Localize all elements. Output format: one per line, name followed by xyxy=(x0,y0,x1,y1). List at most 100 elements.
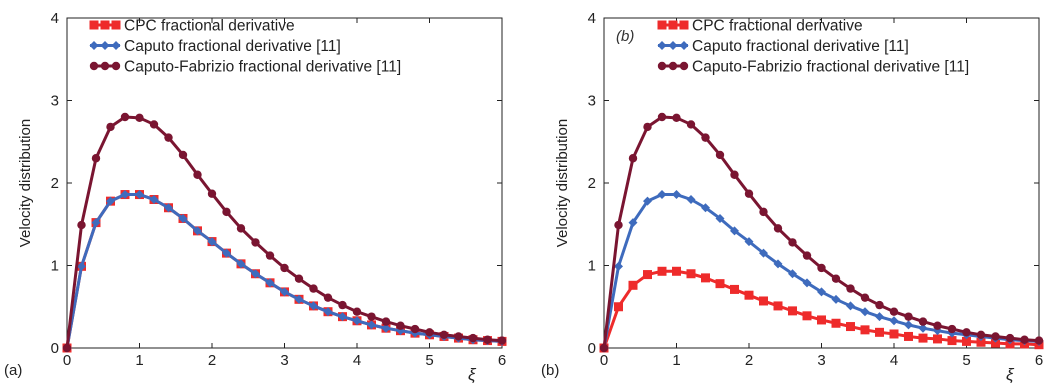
legend-label: CPC fractional derivative xyxy=(124,18,295,35)
data-point xyxy=(730,284,739,294)
data-point xyxy=(904,320,913,330)
data-point xyxy=(686,195,696,204)
data-point xyxy=(788,238,797,247)
data-point xyxy=(991,332,1000,341)
data-point xyxy=(773,259,783,269)
y-tick-label: 3 xyxy=(51,93,59,110)
data-point xyxy=(773,224,783,233)
chart-panel-2: 0 1 2 3 4 5 6 0 1 2 3 4 Velocity distribution ξ (b) (b)… xyxy=(541,10,1044,383)
panel-label: (a) xyxy=(4,362,22,379)
data-point xyxy=(135,190,144,200)
data-point xyxy=(875,300,884,310)
legend-marker xyxy=(668,61,678,71)
data-point xyxy=(614,302,623,312)
data-point xyxy=(294,294,304,304)
legend-marker xyxy=(89,20,99,30)
y-axis-label: Velocity distribution xyxy=(554,119,571,247)
x-tick-label: 6 xyxy=(1035,352,1043,369)
data-point xyxy=(672,190,681,200)
data-point xyxy=(628,218,638,228)
data-point xyxy=(730,170,739,179)
legend-marker xyxy=(111,20,121,30)
data-point xyxy=(672,266,681,276)
x-tick-label: 5 xyxy=(962,352,970,369)
data-point xyxy=(280,263,289,273)
data-point xyxy=(599,343,609,353)
legend-marker xyxy=(100,41,110,50)
data-point xyxy=(846,284,855,293)
data-point xyxy=(773,301,783,311)
data-point xyxy=(715,213,725,223)
data-point xyxy=(309,284,318,293)
legend-label: Caputo-Fabrizio fractional derivative [1… xyxy=(124,59,401,76)
legend-label: CPC fractional derivative xyxy=(692,18,863,35)
data-point xyxy=(802,278,812,288)
data-point xyxy=(323,293,333,302)
data-point xyxy=(265,278,275,288)
data-point xyxy=(657,266,667,276)
series-line xyxy=(65,115,503,349)
data-point xyxy=(251,238,260,247)
y-tick-label: 4 xyxy=(588,10,596,27)
data-point xyxy=(106,122,115,132)
y-tick-label: 1 xyxy=(51,258,59,275)
series-3 xyxy=(62,112,507,353)
data-point xyxy=(686,269,696,279)
data-point xyxy=(338,312,347,322)
y-tick-label: 4 xyxy=(51,10,59,27)
legend-marker xyxy=(679,20,689,30)
data-point xyxy=(802,311,812,321)
data-point xyxy=(672,113,681,123)
data-point xyxy=(686,120,696,129)
data-point xyxy=(468,333,478,343)
data-point xyxy=(744,237,754,247)
legend-label: Caputo-Fabrizio fractional derivative [1… xyxy=(692,59,969,76)
series-3 xyxy=(599,112,1044,353)
legend-label: Caputo fractional derivative [11] xyxy=(124,38,341,55)
x-axis-label: ξ xyxy=(468,365,477,383)
data-point xyxy=(178,213,188,223)
data-point xyxy=(497,336,507,345)
data-point xyxy=(788,269,797,279)
x-tick-label: 4 xyxy=(353,352,361,369)
x-axis-label: ξ xyxy=(1006,365,1015,383)
data-point xyxy=(643,196,652,206)
data-point xyxy=(236,259,246,269)
data-point xyxy=(933,334,942,344)
data-point xyxy=(962,328,971,337)
data-point xyxy=(744,189,754,198)
data-point xyxy=(657,112,667,122)
data-point xyxy=(614,220,623,230)
x-tick-label: 2 xyxy=(745,352,753,369)
data-point xyxy=(251,269,260,279)
y-tick-label: 3 xyxy=(588,93,596,110)
legend-marker xyxy=(657,41,667,50)
data-point xyxy=(77,261,86,271)
data-point xyxy=(976,337,986,347)
data-point xyxy=(628,154,638,163)
data-point xyxy=(120,190,130,200)
data-point xyxy=(1034,336,1044,345)
legend-marker xyxy=(657,61,667,71)
data-point xyxy=(323,307,333,317)
data-point xyxy=(759,248,768,258)
legend-marker xyxy=(668,20,678,30)
data-point xyxy=(918,323,928,333)
data-point xyxy=(149,120,159,129)
chart-panel-1: 0 1 2 3 4 5 6 0 1 2 3 4 Velocity distribution ξ (a) CPC… xyxy=(4,10,507,383)
data-point xyxy=(802,251,812,260)
data-point xyxy=(222,248,231,258)
data-point xyxy=(381,323,391,333)
legend-marker xyxy=(100,61,110,71)
y-tick-label: 2 xyxy=(51,175,59,192)
data-point xyxy=(860,307,870,317)
data-point xyxy=(1020,335,1029,344)
data-point xyxy=(91,154,101,163)
data-point xyxy=(846,301,855,311)
data-point xyxy=(193,170,202,179)
data-point xyxy=(425,328,434,337)
legend: CPC fractional derivative Caputo fraction… xyxy=(657,18,969,76)
legend-marker xyxy=(679,41,689,50)
x-tick-label: 6 xyxy=(498,352,506,369)
legend-marker xyxy=(668,41,678,50)
